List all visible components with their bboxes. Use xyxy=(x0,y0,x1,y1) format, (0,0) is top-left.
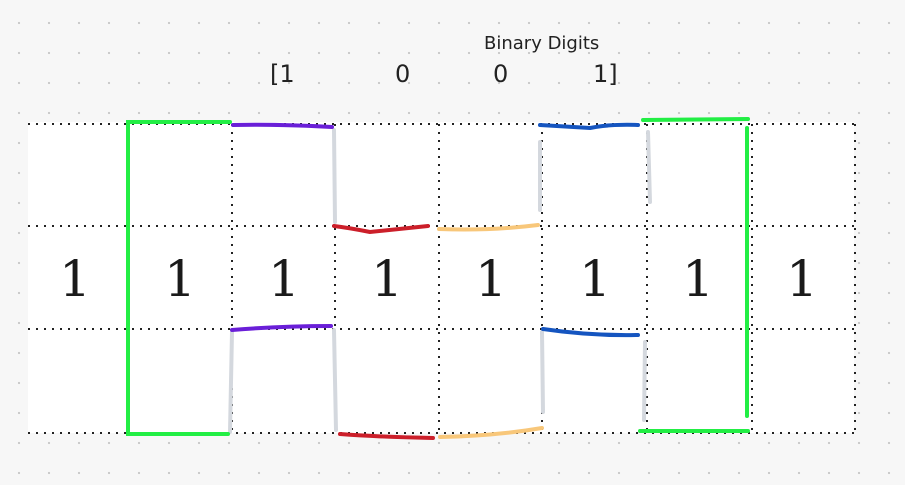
yellow-bottom xyxy=(438,426,544,439)
blue-top xyxy=(538,122,640,131)
diagram-title: Binary Digits xyxy=(484,33,600,54)
cell-2: 1 xyxy=(164,250,196,308)
red-bottom xyxy=(338,432,435,440)
dotted-grid xyxy=(28,123,856,434)
grey-stroke-5 xyxy=(332,328,338,432)
green-top-right xyxy=(641,117,750,122)
cell-7: 1 xyxy=(682,250,714,308)
cell-4: 1 xyxy=(371,250,403,308)
purple-top xyxy=(231,122,334,129)
cell-1: 1 xyxy=(59,250,91,308)
cell-3: 1 xyxy=(268,250,300,308)
grey-stroke-6 xyxy=(540,330,545,414)
purple-bottom xyxy=(230,324,333,332)
binary-digits-row: [1 0 0 1] xyxy=(0,60,905,96)
grid-background xyxy=(28,122,854,433)
cell-5: 1 xyxy=(475,250,507,308)
cell-6: 1 xyxy=(579,250,611,308)
binary-digit-4: 1] xyxy=(593,60,618,88)
grey-stroke-1 xyxy=(332,128,337,224)
green-bracket-left xyxy=(126,120,232,436)
grey-strokes xyxy=(228,128,652,434)
yellow-mid xyxy=(437,223,540,232)
binary-digit-2: 0 xyxy=(395,60,411,88)
binary-digit-1: [1 xyxy=(270,60,295,88)
grey-stroke-7 xyxy=(642,340,647,422)
grey-stroke-4 xyxy=(228,330,234,434)
cell-values: 1 1 1 1 1 1 1 1 xyxy=(59,250,818,308)
binary-digit-3: 0 xyxy=(493,60,509,88)
blue-bottom xyxy=(541,327,640,338)
cell-8: 1 xyxy=(786,250,818,308)
red-mid xyxy=(332,224,430,235)
grey-stroke-3 xyxy=(646,130,652,204)
